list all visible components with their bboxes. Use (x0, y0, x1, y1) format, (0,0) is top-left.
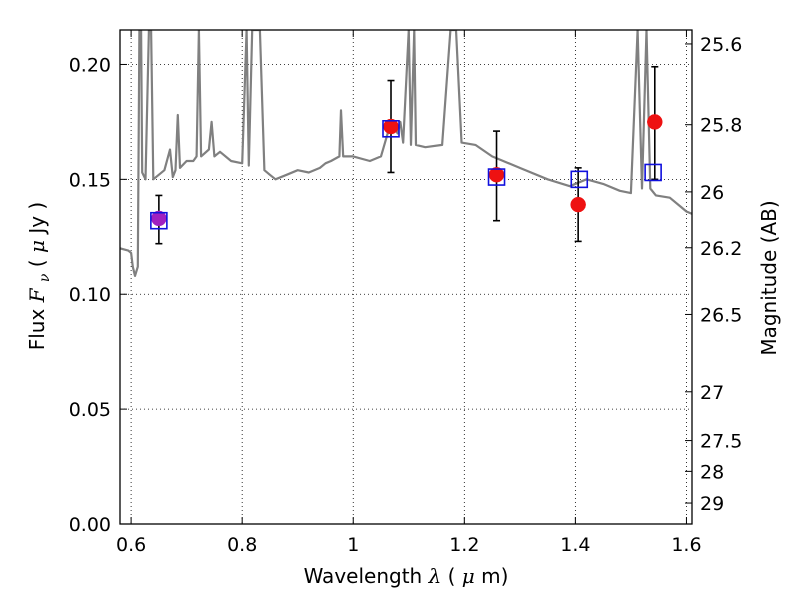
model-photometry-box (150, 211, 168, 230)
x-axis-label: Wavelength λ ( μ m) (304, 564, 509, 588)
right-tick-label: 25.6 (700, 34, 742, 56)
model-photometry-box (570, 170, 589, 189)
y-tick-label: 0.20 (69, 54, 111, 76)
x-axis-label-prefix: Wavelength (304, 564, 429, 588)
right-tick-label: 29 (700, 493, 724, 515)
sed-model-layer (120, 30, 692, 277)
y-axis-label: Flux F ν ( μ Jy ) (25, 202, 54, 351)
y-axis-label-prefix: Flux (25, 302, 49, 350)
right-axis-label: Magnitude (AB) (757, 200, 781, 355)
sed-model-line (120, 30, 692, 277)
model-photometry-box (487, 168, 506, 186)
y-tick-label: 0.00 (69, 514, 111, 536)
x-tick-label: 1.6 (671, 534, 701, 556)
y-axis-label-unit: Jy ) (25, 202, 49, 236)
right-tick-label: 27.5 (700, 431, 742, 453)
y-axis-label-open: ( (25, 253, 49, 267)
y-axis-label-subscript: ν (37, 273, 53, 282)
x-tick-label: 0.8 (227, 534, 257, 556)
y-tick-label: 0.05 (69, 399, 111, 421)
errorbar-layer (155, 65, 659, 245)
x-axis-label-unit: m) (481, 564, 508, 588)
y-axis-label-symbol: F (25, 287, 49, 303)
x-axis-label-open: ( (448, 564, 456, 588)
x-tick-label: 1.2 (449, 534, 479, 556)
model-photometry-box (644, 163, 662, 182)
x-tick-label: 1.4 (560, 534, 590, 556)
observed-points-layer (151, 114, 663, 227)
y-axis-label-mu: μ (25, 240, 49, 253)
right-tick-label: 26 (700, 182, 724, 204)
x-axis-label-mu: μ (462, 564, 475, 588)
right-tick-label: 25.8 (700, 115, 742, 137)
right-tick-label: 26.5 (700, 304, 742, 326)
y-tick-label: 0.15 (69, 169, 111, 191)
plot-frame (119, 29, 693, 525)
observed-point (647, 114, 663, 130)
observed-point (570, 196, 586, 213)
x-axis-label-lambda: λ (428, 564, 442, 588)
x-tick-label: 1 (347, 534, 359, 556)
tick-layer: 0.6 0.8 1 1.2 1.4 1.6 0.00 0.05 0.10 0.15 0.20 25.6… (69, 30, 742, 556)
x-tick-label: 0.6 (116, 534, 146, 556)
y-tick-label: 0.10 (69, 284, 111, 306)
right-tick-label: 26.2 (700, 238, 742, 260)
right-tick-label: 27 (700, 382, 724, 404)
model-photometry-layer (150, 120, 662, 230)
right-tick-label: 28 (700, 461, 724, 483)
model-photometry-box (382, 120, 400, 138)
